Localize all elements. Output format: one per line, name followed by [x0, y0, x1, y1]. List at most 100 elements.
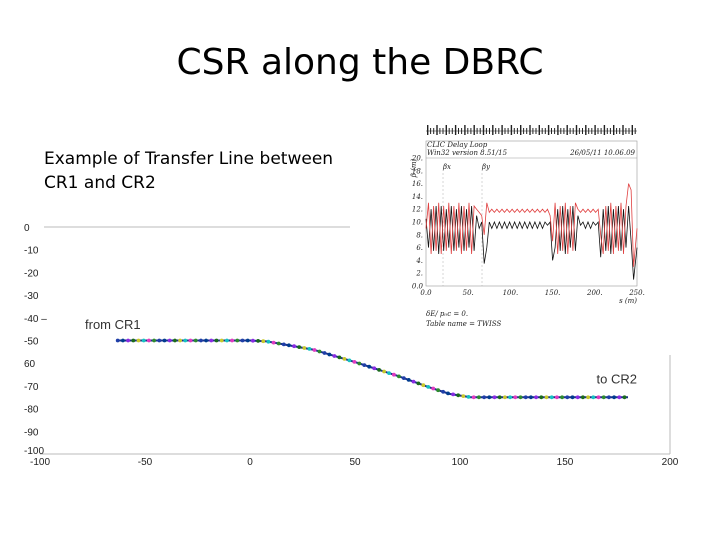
lattice-element	[489, 128, 490, 134]
twiss-x-tick: 100.	[503, 289, 519, 297]
lattice-element	[433, 128, 435, 134]
lattice-element	[613, 125, 615, 135]
magnet-dot	[157, 338, 162, 343]
lattice-element	[427, 125, 429, 135]
lattice-element	[482, 125, 485, 135]
magnet-dot	[411, 379, 416, 384]
magnet-dot	[141, 338, 146, 343]
lattice-element	[600, 128, 602, 134]
magnet-dot	[372, 366, 377, 371]
magnet-dot	[193, 338, 198, 343]
magnet-dot	[287, 343, 291, 348]
magnet-dot	[214, 338, 219, 343]
magnet-dot	[115, 338, 120, 343]
lattice-element	[430, 128, 432, 134]
magnet-dot	[240, 338, 245, 343]
lattice-element	[622, 125, 624, 135]
magnet-dot	[586, 395, 590, 400]
magnet-dot	[167, 338, 172, 343]
magnet-dot	[266, 339, 271, 344]
lattice-element	[501, 125, 503, 135]
magnet-dot	[261, 339, 266, 344]
magnet-dot	[209, 338, 214, 343]
lattice-element	[628, 128, 630, 134]
twiss-footer-energy: δE/ p₀c = 0.	[426, 310, 468, 318]
magnet-dot	[392, 372, 396, 377]
lattice-element	[585, 125, 587, 135]
magnet-dot	[513, 395, 518, 400]
magnet-dot	[601, 395, 606, 400]
twiss-x-axis-label: s (m)	[619, 297, 637, 305]
magnet-dot	[276, 341, 281, 346]
magnet-dot	[327, 352, 332, 357]
lattice-element	[591, 128, 593, 134]
magnet-dot	[377, 368, 381, 372]
lattice-element	[492, 125, 494, 135]
magnet-dot	[466, 395, 471, 399]
magnet-dot	[337, 355, 342, 360]
lattice-element	[504, 128, 506, 134]
magnet-dot	[612, 395, 616, 400]
lattice-element	[513, 128, 515, 134]
magnet-dot	[401, 376, 406, 380]
x-tick-label: 50	[349, 457, 361, 468]
magnet-dot	[446, 391, 450, 396]
transfer-line-annotations: from CR1 to CR2	[85, 317, 637, 386]
magnet-dot	[570, 395, 575, 400]
lattice-element	[603, 125, 606, 135]
magnet-dot	[126, 338, 130, 343]
magnet-dot	[431, 386, 436, 391]
lattice-element	[541, 128, 543, 134]
from-cr1-label: from CR1	[85, 317, 141, 332]
magnet-dot	[297, 345, 302, 349]
magnet-dot	[152, 338, 157, 343]
lattice-element	[578, 128, 580, 134]
magnet-dot	[617, 395, 622, 400]
magnet-dot	[508, 395, 512, 400]
magnet-dot	[204, 338, 209, 343]
lattice-element	[544, 128, 546, 134]
magnet-dot	[225, 338, 229, 343]
twiss-y-tick: 0.0	[412, 283, 424, 291]
lattice-element	[523, 128, 525, 134]
magnet-dot	[322, 351, 327, 355]
twiss-y-axis-label: β (m)	[410, 159, 418, 179]
subtitle-line-1: Example of Transfer Line between	[44, 149, 334, 169]
twiss-beta-lines	[425, 183, 638, 280]
twiss-x-tick: 250.	[628, 289, 645, 297]
magnet-dot	[421, 383, 426, 388]
twiss-y-tick: 4.	[415, 257, 423, 265]
lattice-element	[597, 128, 599, 134]
slide-subtitle: Example of Transfer Line between CR1 and…	[44, 147, 384, 195]
lattice-element	[606, 128, 608, 134]
magnet-dot	[544, 395, 549, 400]
magnet-dot	[292, 344, 296, 349]
magnet-dot	[518, 395, 523, 400]
lattice-element	[439, 128, 441, 134]
x-tick-label: -50	[138, 457, 153, 468]
magnet-dot	[596, 395, 601, 400]
magnet-dot	[622, 395, 627, 400]
magnet-dot	[477, 395, 481, 400]
lattice-element	[464, 125, 466, 135]
y-tick-label: -10	[24, 246, 39, 257]
lattice-element	[510, 125, 513, 135]
lattice-element	[485, 128, 487, 134]
magnet-dot	[235, 338, 240, 343]
lattice-element	[520, 125, 522, 135]
magnet-dot	[581, 395, 585, 400]
magnet-dot	[549, 395, 554, 400]
lattice-element	[588, 128, 590, 134]
lattice-element	[619, 128, 621, 134]
slide-title: CSR along the DBRC	[176, 42, 544, 83]
magnet-dot	[482, 395, 486, 400]
magnet-dot	[183, 338, 188, 343]
twiss-footer-table: Table name = TWISS	[426, 320, 501, 328]
lattice-element	[473, 125, 475, 135]
legend-beta-x: βx	[442, 163, 451, 171]
magnet-dot	[492, 395, 497, 400]
y-tick-label: -70	[24, 382, 39, 393]
magnet-dot	[357, 361, 362, 366]
magnet-dot	[426, 385, 431, 389]
